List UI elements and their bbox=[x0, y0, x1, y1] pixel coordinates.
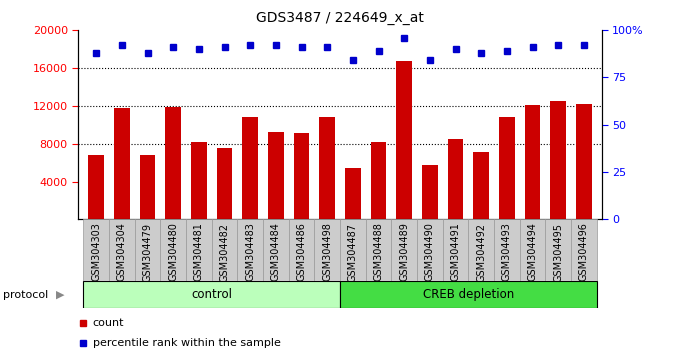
Bar bbox=[520, 219, 545, 281]
Bar bbox=[551, 101, 566, 219]
Text: control: control bbox=[191, 288, 232, 301]
Bar bbox=[545, 219, 571, 281]
Bar bbox=[391, 219, 417, 281]
Text: GSM304490: GSM304490 bbox=[425, 223, 435, 281]
Text: GSM304303: GSM304303 bbox=[91, 223, 101, 281]
Text: GSM304498: GSM304498 bbox=[322, 223, 332, 281]
Bar bbox=[366, 219, 391, 281]
Bar bbox=[109, 219, 135, 281]
Bar bbox=[160, 219, 186, 281]
Text: GSM304479: GSM304479 bbox=[143, 223, 152, 281]
Bar bbox=[340, 281, 596, 308]
Text: GSM304484: GSM304484 bbox=[271, 223, 281, 281]
Text: GDS3487 / 224649_x_at: GDS3487 / 224649_x_at bbox=[256, 11, 424, 25]
Bar bbox=[165, 107, 181, 219]
Text: GSM304492: GSM304492 bbox=[476, 223, 486, 281]
Text: percentile rank within the sample: percentile rank within the sample bbox=[92, 338, 280, 348]
Text: protocol: protocol bbox=[3, 290, 49, 300]
Bar bbox=[140, 155, 155, 219]
Bar bbox=[345, 169, 360, 219]
Text: GSM304494: GSM304494 bbox=[528, 223, 537, 281]
Bar bbox=[294, 133, 309, 219]
Bar bbox=[571, 219, 596, 281]
Text: GSM304482: GSM304482 bbox=[220, 223, 230, 281]
Text: GSM304486: GSM304486 bbox=[296, 223, 307, 281]
Bar bbox=[84, 219, 109, 281]
Text: count: count bbox=[92, 318, 124, 329]
Text: GSM304493: GSM304493 bbox=[502, 223, 512, 281]
Bar bbox=[320, 117, 335, 219]
Bar bbox=[88, 155, 104, 219]
Bar bbox=[263, 219, 289, 281]
Text: GSM304483: GSM304483 bbox=[245, 223, 255, 281]
Text: GSM304488: GSM304488 bbox=[373, 223, 384, 281]
Text: GSM304491: GSM304491 bbox=[450, 223, 460, 281]
Text: GSM304489: GSM304489 bbox=[399, 223, 409, 281]
Bar bbox=[340, 219, 366, 281]
Bar bbox=[314, 219, 340, 281]
Bar bbox=[217, 148, 232, 219]
Bar bbox=[494, 219, 520, 281]
Text: GSM304496: GSM304496 bbox=[579, 223, 589, 281]
Bar bbox=[576, 104, 592, 219]
Bar bbox=[443, 219, 469, 281]
Bar bbox=[114, 108, 129, 219]
Bar bbox=[237, 219, 263, 281]
Bar bbox=[268, 132, 284, 219]
Bar bbox=[243, 117, 258, 219]
Text: GSM304487: GSM304487 bbox=[348, 223, 358, 281]
Text: GSM304495: GSM304495 bbox=[553, 223, 563, 281]
Bar bbox=[448, 139, 463, 219]
Bar bbox=[371, 142, 386, 219]
Bar bbox=[289, 219, 314, 281]
Bar bbox=[525, 105, 540, 219]
Bar bbox=[422, 165, 437, 219]
Text: CREB depletion: CREB depletion bbox=[423, 288, 514, 301]
Bar bbox=[417, 219, 443, 281]
Bar bbox=[469, 219, 494, 281]
Bar bbox=[211, 219, 237, 281]
Text: GSM304480: GSM304480 bbox=[168, 223, 178, 281]
Bar bbox=[499, 117, 515, 219]
Bar bbox=[191, 142, 207, 219]
Bar bbox=[186, 219, 211, 281]
Text: GSM304304: GSM304304 bbox=[117, 223, 127, 281]
Bar bbox=[135, 219, 160, 281]
Text: GSM304481: GSM304481 bbox=[194, 223, 204, 281]
Bar bbox=[84, 281, 340, 308]
Bar bbox=[473, 152, 489, 219]
Text: ▶: ▶ bbox=[56, 290, 65, 300]
Bar bbox=[396, 61, 412, 219]
